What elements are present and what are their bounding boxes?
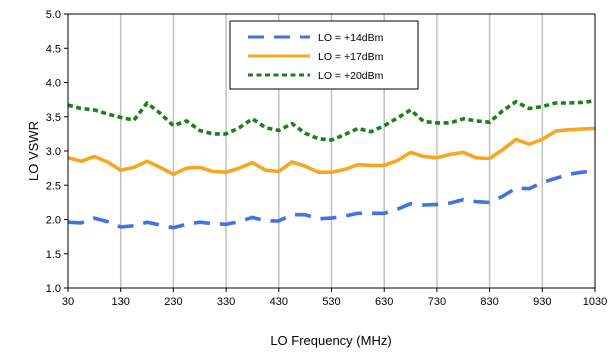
legend-items: LO = +14dBm LO = +17dBm LO = +20dBm	[248, 32, 384, 82]
series-lines	[67, 99, 596, 230]
y-tick-label: 3.5	[46, 112, 61, 124]
series-line-lo-14dbm	[67, 169, 596, 230]
x-tick-label: 1030	[583, 296, 607, 308]
y-tick-label: 5.0	[46, 9, 61, 21]
y-tick-label: 3.0	[46, 146, 61, 158]
y-tick-label: 4.5	[46, 43, 61, 55]
y-tick-label: 1.5	[46, 249, 61, 261]
x-tick-label: 430	[270, 296, 288, 308]
x-tick-label: 730	[428, 296, 446, 308]
legend-label: LO = +20dBm	[318, 70, 384, 82]
y-tick-label: 4.0	[46, 78, 61, 90]
x-tick-label: 830	[480, 296, 498, 308]
legend: LO = +14dBm LO = +17dBm LO = +20dBm	[229, 20, 419, 90]
y-axis-ticks: 1.0 1.5 2.0 2.5 3.0 3.5 4.0 4.5 5.0	[46, 9, 68, 295]
y-tick-label: 2.5	[46, 180, 61, 192]
x-tick-label: 630	[375, 296, 393, 308]
legend-label: LO = +14dBm	[318, 32, 384, 44]
x-axis-ticks: 30 130 230 330 430 530 630 730 830 930 1030	[62, 288, 607, 308]
y-axis-title: LO VSWR	[26, 121, 41, 181]
x-tick-label: 530	[322, 296, 340, 308]
x-axis-title: LO Frequency (MHz)	[270, 333, 391, 348]
x-tick-label: 130	[112, 296, 130, 308]
x-tick-label: 230	[164, 296, 182, 308]
y-tick-label: 1.0	[46, 283, 61, 295]
x-tick-label: 30	[62, 296, 74, 308]
x-tick-label: 330	[217, 296, 235, 308]
series-line-lo-17dbm	[67, 126, 596, 177]
x-tick-label: 930	[533, 296, 551, 308]
legend-label: LO = +17dBm	[318, 51, 384, 63]
y-tick-label: 2.0	[46, 215, 61, 227]
series-line-lo-20dbm	[67, 99, 596, 142]
